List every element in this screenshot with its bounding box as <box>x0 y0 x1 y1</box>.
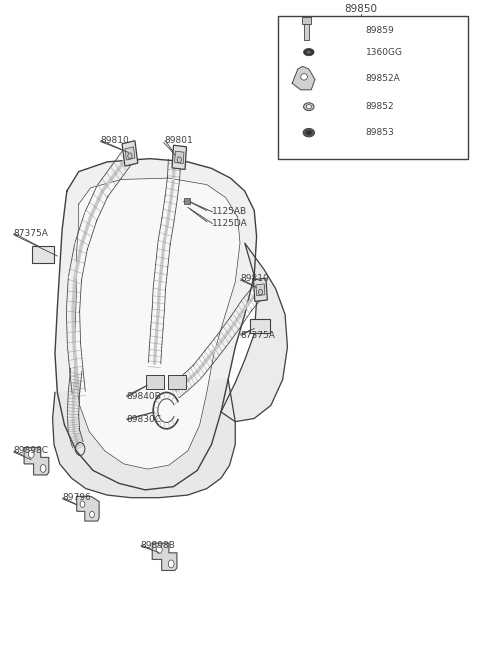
Text: 89852: 89852 <box>366 102 395 111</box>
Polygon shape <box>55 159 257 490</box>
Ellipse shape <box>303 48 314 56</box>
Text: 89840B: 89840B <box>126 392 161 402</box>
Circle shape <box>28 450 34 458</box>
Text: 89859: 89859 <box>366 26 395 35</box>
Ellipse shape <box>306 50 311 54</box>
Polygon shape <box>122 141 138 166</box>
Bar <box>168 375 186 389</box>
Circle shape <box>80 501 85 508</box>
Text: 89898C: 89898C <box>13 447 48 455</box>
Circle shape <box>128 153 132 159</box>
Text: 87375A: 87375A <box>13 229 48 238</box>
Polygon shape <box>256 284 265 296</box>
Text: 89898B: 89898B <box>140 540 175 550</box>
Text: 89796: 89796 <box>62 493 91 502</box>
Text: 89850: 89850 <box>345 5 377 14</box>
Polygon shape <box>75 178 240 469</box>
Polygon shape <box>175 151 184 164</box>
Polygon shape <box>292 66 315 90</box>
Circle shape <box>258 290 263 295</box>
Bar <box>278 16 468 159</box>
Bar <box>301 17 311 24</box>
Ellipse shape <box>306 105 312 109</box>
Circle shape <box>168 560 174 568</box>
Bar <box>250 319 270 333</box>
Polygon shape <box>53 379 235 498</box>
Bar <box>304 20 309 41</box>
Text: 89810: 89810 <box>100 136 129 145</box>
Ellipse shape <box>301 73 307 80</box>
Text: 1125DA: 1125DA <box>212 219 247 228</box>
Circle shape <box>177 157 181 162</box>
Ellipse shape <box>306 130 312 135</box>
Polygon shape <box>253 278 267 301</box>
Bar <box>32 246 55 263</box>
Text: 89801: 89801 <box>164 136 193 145</box>
Circle shape <box>156 546 162 553</box>
Ellipse shape <box>303 103 314 111</box>
Text: 87375A: 87375A <box>240 331 275 340</box>
Text: 1360GG: 1360GG <box>366 48 403 56</box>
Polygon shape <box>172 145 187 170</box>
Text: 89853: 89853 <box>366 128 395 137</box>
Text: 89810: 89810 <box>240 274 269 284</box>
Polygon shape <box>221 243 288 422</box>
Text: 89852A: 89852A <box>366 73 400 83</box>
Polygon shape <box>152 543 177 571</box>
Ellipse shape <box>303 128 314 137</box>
Circle shape <box>40 464 46 472</box>
Polygon shape <box>125 147 135 160</box>
Circle shape <box>90 512 95 518</box>
Polygon shape <box>77 496 99 521</box>
Text: 1125AB: 1125AB <box>212 208 247 216</box>
Text: 89830C: 89830C <box>126 415 161 424</box>
Bar <box>146 375 164 389</box>
Polygon shape <box>24 447 49 475</box>
